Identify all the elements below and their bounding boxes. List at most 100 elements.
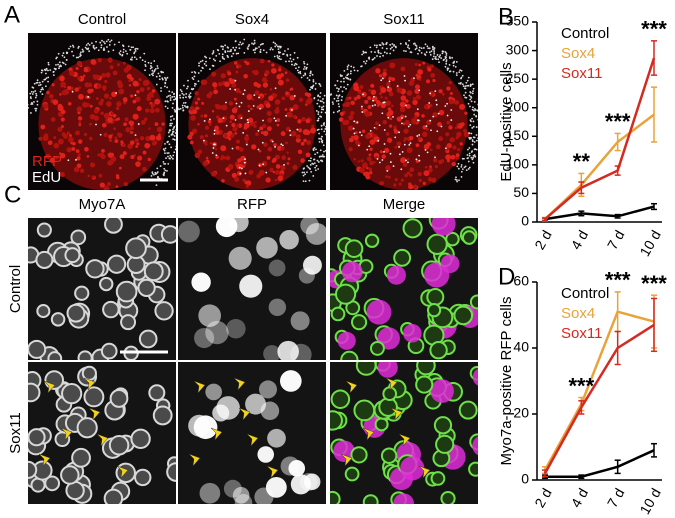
edu-cell [333, 97, 336, 100]
edu-cell [470, 120, 472, 123]
edu-cell [134, 48, 137, 51]
cell [151, 102, 156, 108]
edu-cell [243, 161, 246, 164]
cell [260, 131, 264, 135]
cell [342, 120, 347, 126]
cell [245, 184, 250, 188]
cell [216, 115, 220, 119]
micrograph [330, 33, 478, 190]
cell [42, 103, 49, 109]
edu-cell [88, 43, 91, 46]
cell [64, 247, 81, 264]
edu-cell [271, 140, 274, 143]
cell [347, 125, 354, 131]
cell [146, 86, 151, 91]
edu-cell [259, 43, 262, 46]
edu-cell [135, 58, 138, 61]
edu-cell [151, 69, 154, 72]
edu-cell [399, 42, 402, 45]
cell [88, 136, 93, 141]
cell [387, 107, 392, 111]
edu-cell [28, 106, 30, 109]
edu-cell [119, 50, 122, 53]
edu-cell [257, 148, 260, 151]
edu-cell [105, 40, 108, 43]
edu-cell [85, 44, 88, 46]
edu-cell [396, 85, 399, 87]
edu-cell [36, 100, 39, 103]
edu-cell [200, 69, 202, 72]
edu-cell [167, 162, 170, 165]
cell [75, 130, 80, 136]
edu-cell [149, 65, 152, 67]
cell [245, 141, 249, 145]
cell [110, 155, 117, 162]
edu-cell [296, 128, 299, 131]
edu-cell [44, 85, 47, 88]
edu-cell [335, 94, 338, 97]
edu-cell [318, 82, 321, 85]
edu-cell [289, 57, 292, 60]
edu-cell [360, 134, 363, 137]
edu-cell [472, 106, 474, 109]
edu-cell [349, 78, 352, 81]
edu-cell [382, 54, 384, 57]
cell [120, 140, 124, 144]
cell [257, 446, 274, 463]
edu-cell [317, 94, 320, 97]
cell [386, 265, 406, 285]
edu-cell [448, 56, 451, 59]
cell [103, 113, 110, 119]
edu-cell [243, 89, 246, 92]
cell [425, 127, 429, 131]
edu-cell [309, 88, 311, 91]
edu-cell [346, 65, 349, 68]
cell [105, 72, 111, 78]
edu-cell [277, 56, 279, 59]
cell [234, 87, 241, 94]
cell [259, 126, 264, 131]
edu-cell [405, 159, 407, 162]
cell [429, 165, 432, 169]
edu-cell [164, 76, 166, 79]
cell [229, 114, 235, 120]
edu-cell [322, 122, 325, 125]
cell [302, 255, 322, 275]
panel-letter: A [4, 1, 20, 28]
column-label: RFP [237, 196, 267, 213]
edu-cell [163, 163, 165, 165]
edu-cell [308, 159, 310, 162]
cell [292, 164, 298, 170]
cell [117, 63, 120, 67]
edu-cell [246, 118, 249, 121]
cell [344, 101, 351, 107]
edu-cell [32, 91, 35, 93]
cell [138, 77, 142, 82]
edu-cell [471, 117, 473, 120]
arrowhead [60, 427, 73, 441]
legend-entry: Sox11 [561, 65, 602, 82]
cell [385, 82, 391, 87]
arrowhead [362, 427, 375, 441]
edu-cell [154, 67, 157, 70]
cell [116, 80, 123, 86]
x-tick-label: 10 d [636, 485, 663, 517]
edu-cell [47, 69, 49, 72]
edu-cell [230, 48, 232, 51]
cell [280, 73, 285, 77]
cell [400, 178, 405, 182]
cell [50, 117, 56, 122]
edu-cell [259, 51, 262, 54]
edu-cell [405, 50, 407, 53]
edu-cell [169, 94, 172, 97]
edu-cell [211, 53, 214, 55]
edu-cell [47, 61, 50, 64]
cell [107, 117, 114, 123]
cell [387, 175, 391, 179]
cell [51, 83, 55, 87]
cell [68, 70, 75, 77]
cell [434, 165, 438, 169]
cell [76, 156, 81, 161]
cell [366, 156, 372, 162]
x-tick-label: 7 d [604, 485, 628, 510]
